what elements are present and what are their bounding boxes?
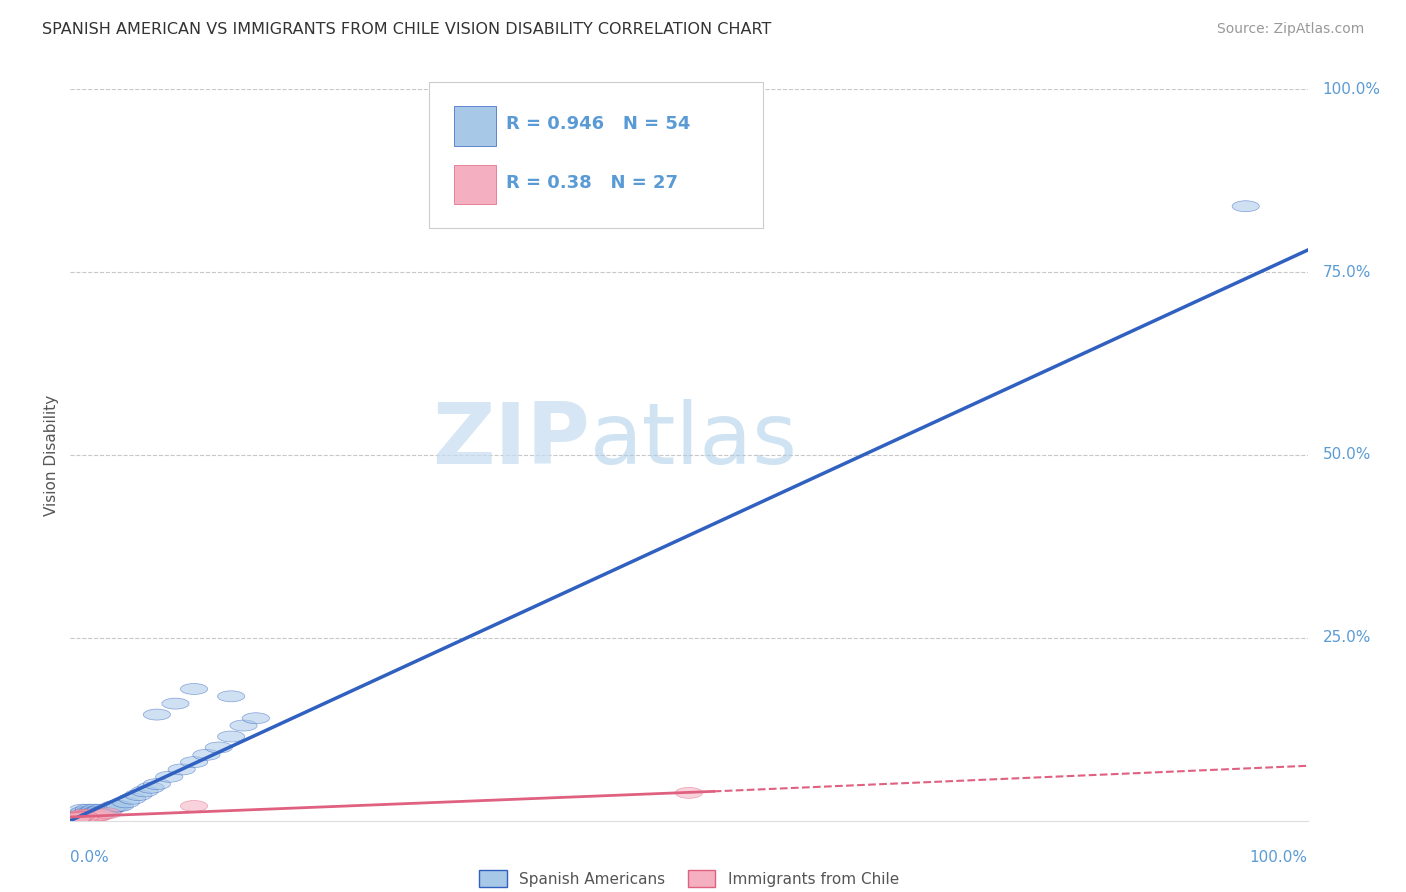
Ellipse shape (101, 800, 128, 812)
Text: 25.0%: 25.0% (1323, 631, 1371, 645)
Ellipse shape (87, 809, 115, 821)
Ellipse shape (169, 764, 195, 775)
Y-axis label: Vision Disability: Vision Disability (44, 394, 59, 516)
Ellipse shape (86, 808, 114, 819)
Ellipse shape (76, 811, 103, 822)
Ellipse shape (76, 812, 104, 822)
Ellipse shape (218, 690, 245, 702)
Ellipse shape (231, 720, 257, 731)
Text: SPANISH AMERICAN VS IMMIGRANTS FROM CHILE VISION DISABILITY CORRELATION CHART: SPANISH AMERICAN VS IMMIGRANTS FROM CHIL… (42, 22, 772, 37)
Ellipse shape (89, 806, 117, 817)
FancyBboxPatch shape (454, 164, 496, 204)
Ellipse shape (138, 782, 165, 793)
Ellipse shape (65, 813, 91, 823)
Ellipse shape (156, 772, 183, 782)
Ellipse shape (83, 806, 110, 817)
Ellipse shape (65, 813, 93, 824)
Ellipse shape (193, 749, 219, 760)
Ellipse shape (87, 805, 115, 815)
Ellipse shape (143, 709, 170, 720)
Text: R = 0.38   N = 27: R = 0.38 N = 27 (506, 174, 678, 192)
Ellipse shape (107, 800, 134, 812)
Ellipse shape (91, 806, 118, 817)
Ellipse shape (104, 800, 131, 812)
Ellipse shape (86, 806, 112, 817)
Ellipse shape (65, 813, 91, 823)
Ellipse shape (80, 809, 107, 821)
Text: R = 0.946   N = 54: R = 0.946 N = 54 (506, 115, 690, 133)
Ellipse shape (69, 812, 96, 822)
Ellipse shape (675, 788, 703, 798)
Ellipse shape (87, 808, 115, 819)
Ellipse shape (69, 805, 96, 815)
Ellipse shape (69, 809, 96, 821)
Ellipse shape (112, 797, 139, 808)
Ellipse shape (76, 809, 103, 821)
Ellipse shape (70, 806, 97, 817)
FancyBboxPatch shape (454, 106, 496, 145)
Ellipse shape (67, 812, 96, 822)
Ellipse shape (66, 812, 94, 822)
Ellipse shape (73, 811, 100, 822)
Ellipse shape (84, 808, 111, 819)
Ellipse shape (66, 811, 94, 822)
Ellipse shape (180, 756, 208, 768)
Ellipse shape (79, 812, 107, 822)
Ellipse shape (75, 810, 101, 821)
Ellipse shape (96, 805, 124, 815)
Ellipse shape (63, 812, 90, 822)
Ellipse shape (66, 811, 94, 822)
Ellipse shape (94, 805, 121, 815)
Ellipse shape (63, 813, 90, 823)
Text: ZIP: ZIP (432, 399, 591, 482)
Ellipse shape (94, 808, 121, 819)
Ellipse shape (218, 731, 245, 742)
Text: Source: ZipAtlas.com: Source: ZipAtlas.com (1216, 22, 1364, 37)
Text: 0.0%: 0.0% (70, 850, 110, 865)
Ellipse shape (76, 805, 103, 815)
Ellipse shape (98, 802, 127, 813)
Text: atlas: atlas (591, 399, 799, 482)
Text: 100.0%: 100.0% (1250, 850, 1308, 865)
Text: 100.0%: 100.0% (1323, 82, 1381, 96)
Ellipse shape (72, 812, 98, 822)
Ellipse shape (84, 811, 111, 822)
Ellipse shape (72, 812, 98, 822)
Ellipse shape (77, 806, 105, 817)
Ellipse shape (60, 813, 87, 824)
Ellipse shape (82, 805, 108, 815)
Ellipse shape (77, 811, 105, 822)
Ellipse shape (242, 713, 270, 723)
Text: 75.0%: 75.0% (1323, 265, 1371, 279)
Ellipse shape (205, 742, 232, 753)
Ellipse shape (82, 811, 108, 822)
Ellipse shape (131, 786, 157, 797)
Ellipse shape (118, 793, 146, 805)
Ellipse shape (65, 812, 93, 822)
Ellipse shape (125, 789, 152, 800)
Ellipse shape (66, 812, 94, 822)
Ellipse shape (76, 809, 103, 821)
Ellipse shape (67, 813, 96, 823)
Ellipse shape (1232, 201, 1260, 211)
Ellipse shape (162, 698, 188, 709)
Legend: Spanish Americans, Immigrants from Chile: Spanish Americans, Immigrants from Chile (472, 863, 905, 892)
Ellipse shape (63, 813, 90, 824)
Ellipse shape (69, 809, 96, 821)
Ellipse shape (180, 683, 208, 695)
Ellipse shape (73, 808, 100, 819)
FancyBboxPatch shape (429, 82, 763, 228)
Ellipse shape (76, 806, 103, 817)
Ellipse shape (76, 808, 104, 819)
Ellipse shape (90, 808, 117, 819)
Ellipse shape (79, 808, 107, 819)
Ellipse shape (82, 808, 108, 819)
Ellipse shape (180, 800, 208, 812)
Text: 50.0%: 50.0% (1323, 448, 1371, 462)
Ellipse shape (69, 808, 96, 819)
Ellipse shape (70, 811, 97, 822)
Ellipse shape (72, 809, 98, 821)
Ellipse shape (143, 779, 170, 789)
